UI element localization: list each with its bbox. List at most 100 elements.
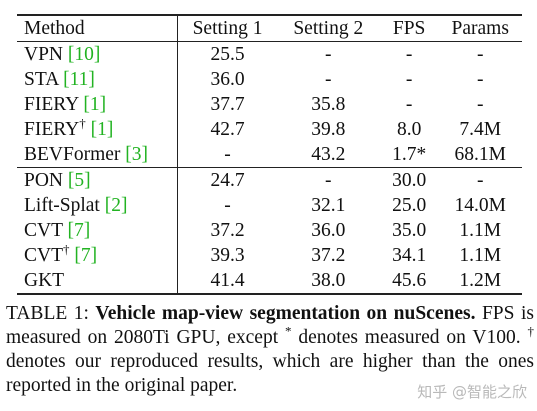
method-name: FIERY <box>24 93 79 115</box>
citation-link[interactable]: [11] <box>63 68 95 90</box>
setting-1-cell: 25.5 <box>210 43 245 65</box>
fps-cell: 30.0 <box>392 169 427 191</box>
citation-number: 2 <box>111 194 121 216</box>
method-name: STA <box>24 68 59 90</box>
watermark: 知乎 @智能之欣 <box>417 383 527 401</box>
citation-link[interactable]: [5] <box>67 169 91 191</box>
params-cell: 7.4M <box>459 118 502 140</box>
caption-text-1: FPS is measured on 2080Ti GPU, except <box>6 303 534 348</box>
setting-2-cell: - <box>325 169 332 191</box>
method-cell: STA [11] <box>17 67 179 92</box>
citation-number: 7 <box>74 219 84 241</box>
setting-2-cell: 37.2 <box>311 244 346 266</box>
setting-1-cell: 41.4 <box>210 269 245 291</box>
params-cell: 14.0M <box>454 194 506 216</box>
citation-link[interactable]: [1] <box>83 93 107 115</box>
setting-2-cell: - <box>325 68 332 90</box>
citation-link[interactable]: [3] <box>125 143 149 165</box>
setting-1-cell: 37.2 <box>210 219 245 241</box>
params-cell: - <box>476 93 484 115</box>
params-cell: - <box>476 169 484 191</box>
fps-cell: 8.0 <box>396 118 422 140</box>
setting-2-cell: 32.1 <box>311 194 346 216</box>
params-cell: 68.1M <box>454 143 506 165</box>
header-row: Method Setting 1 Setting 2 FPS Params <box>17 15 522 42</box>
params-cell: - <box>476 43 484 65</box>
table-row: CVT [7] 37.2 36.0 35.0 1.1M <box>17 218 522 243</box>
citation-number: 1 <box>89 93 100 115</box>
caption-dagger-symbol: † <box>527 323 535 339</box>
params-cell: 1.1M <box>459 244 502 266</box>
fps-cell: 25.0 <box>392 194 427 216</box>
setting-2-cell: 36.0 <box>311 219 346 241</box>
method-cell: VPN [10] <box>17 41 179 67</box>
method-cell: Lift-Splat [2] <box>17 193 179 218</box>
setting-1-cell: 37.7 <box>210 93 245 115</box>
table-row: VPN [10] 25.5 - - - <box>17 41 522 67</box>
dagger-mark: † <box>63 241 70 256</box>
header-setting-2: Setting 2 <box>293 17 364 39</box>
params-cell: 1.2M <box>459 269 502 291</box>
fps-cell: 34.1 <box>392 244 427 266</box>
setting-2-cell: 38.0 <box>311 269 346 291</box>
caption-star-symbol: * <box>285 323 292 339</box>
citation-link[interactable]: [7] <box>67 219 91 241</box>
params-cell: - <box>476 68 484 90</box>
method-cell: FIERY† [1] <box>17 116 179 142</box>
method-name: PON <box>24 169 64 191</box>
table-group-1: VPN [10] 25.5 - - - STA [11] 36.0 - - - FIERY [1] 3… <box>17 41 522 168</box>
setting-1-cell: 24.7 <box>210 169 245 191</box>
citation-link[interactable]: [2] <box>104 194 128 216</box>
method-name: Lift-Splat <box>24 194 100 216</box>
method-name: GKT <box>24 269 65 291</box>
results-table: Method Setting 1 Setting 2 FPS Params VP… <box>17 14 522 295</box>
table-row: FIERY [1] 37.7 35.8 - - <box>17 92 522 117</box>
table-row: PON [5] 24.7 - 30.0 - <box>17 167 522 193</box>
method-cell: CVT [7] <box>17 218 179 243</box>
citation-number: 7 <box>80 244 91 266</box>
caption-label: TABLE 1: <box>6 303 96 324</box>
table-row: BEVFormer [3] - 43.2 1.7* 68.1M <box>17 142 522 168</box>
table-group-2: PON [5] 24.7 - 30.0 - Lift-Splat [2] - 32.1 25.0… <box>17 167 522 294</box>
setting-1-cell: - <box>224 194 231 216</box>
header-setting-1: Setting 1 <box>192 17 263 39</box>
table-caption: TABLE 1: Vehicle map-view segmentation o… <box>6 302 534 398</box>
fps-cell: 1.7* <box>392 143 427 165</box>
method-cell: PON [5] <box>17 167 179 193</box>
table-row: STA [11] 36.0 - - - <box>17 67 522 92</box>
fps-cell: - <box>405 93 413 115</box>
caption-text-3: denotes our reproduced results, which ar… <box>6 351 534 396</box>
citation-number: 3 <box>131 143 142 165</box>
method-cell: GKT <box>17 268 179 294</box>
setting-1-cell: 36.0 <box>210 68 245 90</box>
citation-link[interactable]: [7] <box>74 244 98 266</box>
citation-number: 10 <box>74 43 94 65</box>
setting-2-cell: 35.8 <box>311 93 346 115</box>
fps-cell: - <box>405 43 413 65</box>
table-row: FIERY† [1] 42.7 39.8 8.0 7.4M <box>17 116 522 142</box>
citation-number: 11 <box>69 68 89 90</box>
setting-1-cell: - <box>224 143 231 165</box>
params-cell: 1.1M <box>459 219 502 241</box>
fps-cell: 45.6 <box>392 269 427 291</box>
fps-cell: - <box>405 68 413 90</box>
method-name: BEVFormer <box>24 143 121 165</box>
header-method: Method <box>17 15 179 42</box>
citation-link[interactable]: [10] <box>67 43 101 65</box>
method-name: CVT <box>24 219 63 241</box>
setting-1-cell: 42.7 <box>210 118 245 140</box>
method-name: VPN <box>24 43 64 65</box>
method-cell: BEVFormer [3] <box>17 142 179 168</box>
table-header: Method Setting 1 Setting 2 FPS Params <box>17 15 522 42</box>
method-name: CVT <box>24 244 63 266</box>
citation-number: 1 <box>97 118 107 140</box>
fps-cell: 35.0 <box>392 219 427 241</box>
method-name: FIERY <box>24 118 80 140</box>
citation-number: 5 <box>74 169 85 191</box>
citation-link[interactable]: [1] <box>90 118 114 140</box>
table-row: GKT 41.4 38.0 45.6 1.2M <box>17 268 522 294</box>
caption-title: Vehicle map-view segmentation on nuScene… <box>95 303 476 324</box>
header-fps: FPS <box>392 17 426 39</box>
setting-2-cell: 43.2 <box>311 143 346 165</box>
method-cell: CVT† [7] <box>17 241 179 268</box>
